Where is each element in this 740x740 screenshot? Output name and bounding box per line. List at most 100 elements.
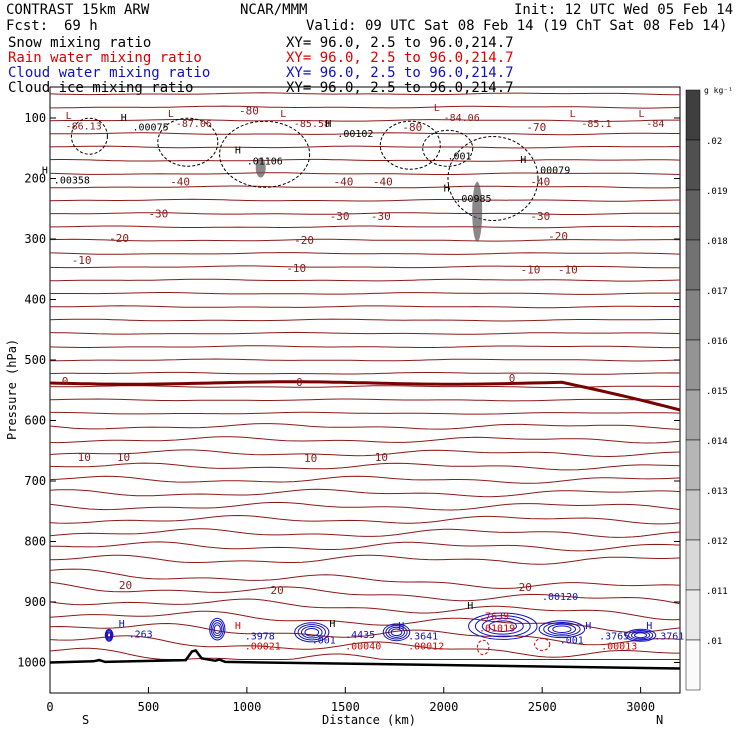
south-endpoint: S [82, 713, 89, 727]
extremum-label: L [280, 109, 286, 120]
colorbar-tick-label: .018 [706, 237, 728, 247]
isotherm-line [49, 568, 681, 589]
axes-layer: 0 500 1000 1500 2000 2500 30001002003004005006… [17, 111, 680, 714]
isotherm-line [49, 331, 681, 335]
cloud-water-contour [547, 623, 577, 635]
colorbar-tick-label: .02 [706, 137, 722, 147]
extremum-label: .00021 [245, 642, 281, 653]
extremum-label: .3641 [408, 631, 438, 642]
cloud-ice-max-shading [472, 181, 483, 242]
y-tick-label: 800 [24, 535, 46, 549]
hydrometeor-layer [70, 117, 657, 656]
colorbar-tick-label: .011 [706, 587, 728, 597]
isotherm-label: -10 [286, 262, 306, 275]
cloud-ice-max-shading [255, 157, 266, 178]
cloud-water-contour [468, 612, 538, 640]
extremum-label: .3761 [654, 631, 684, 642]
extremum-label: .7639 [479, 611, 509, 622]
extremum-label: .00079 [534, 165, 570, 176]
rain-water-contour [534, 637, 551, 651]
extremum-label: L [168, 109, 174, 120]
extremum-label: H [235, 146, 241, 157]
isotherm-label: -40 [170, 176, 190, 189]
cloud-water-contour [212, 622, 223, 637]
isotherm-line [49, 598, 681, 621]
extremum-label: .4435 [345, 630, 375, 641]
isotherm-line [49, 132, 680, 136]
y-tick-label: 200 [24, 172, 46, 186]
extremum-label: .00040 [345, 642, 381, 653]
isotherm-line [49, 345, 680, 349]
isotherm-line [49, 514, 681, 525]
isotherm-line [49, 185, 681, 189]
colorbar-tick-label: .019 [706, 187, 728, 197]
isotherm-line [49, 172, 681, 175]
field-cloudwater-label: Cloud water mixing ratio [8, 65, 210, 81]
y-tick-label: 600 [24, 414, 46, 428]
isotherm-line [49, 635, 680, 658]
field-rain-label: Rain water mixing ratio [8, 50, 202, 66]
y-tick-label: 400 [24, 293, 46, 307]
cloud-water-contour [105, 630, 113, 641]
forecast-label: Fcst: [6, 18, 48, 34]
cloud-water-contour [474, 615, 531, 638]
isotherm-line [49, 647, 680, 660]
rain-water-contour [476, 639, 490, 656]
extremum-label: H [42, 165, 48, 176]
colorbar-swatch [685, 139, 701, 191]
extremum-label: .00013 [601, 642, 637, 653]
extremum-label: .01019 [479, 623, 515, 634]
cloud-water-contour [213, 624, 221, 635]
field-rain-xy: XY= 96.0, 2.5 to 96.0,214.7 [286, 50, 514, 66]
cloud-water-contour [104, 628, 114, 642]
extremum-label: -86.13 [66, 121, 102, 132]
isotherm-line [49, 449, 681, 458]
y-tick-label: 100 [24, 111, 46, 125]
extremum-label: .00102 [337, 129, 373, 140]
isotherm-line [49, 145, 681, 149]
isotherm-label: -20 [294, 234, 314, 247]
isotherm-line [49, 252, 681, 255]
isotherm-label: -30 [330, 210, 350, 223]
isotherm-label: -20 [109, 232, 129, 245]
zero-isotherm-line [49, 380, 681, 412]
cloud-ice-contour [422, 129, 474, 167]
extremum-label: .00012 [408, 642, 444, 653]
colorbar-tick-label: .013 [706, 487, 728, 497]
colorbar-tick-label: .017 [706, 287, 728, 297]
cloud-water-contour [390, 628, 403, 637]
y-tick-label: 900 [24, 595, 46, 609]
extremum-label: H [467, 601, 473, 612]
isotherm-label: -10 [521, 263, 541, 276]
isotherm-line [49, 265, 681, 269]
colorbar-swatch [685, 489, 701, 541]
isotherm-line [50, 225, 681, 229]
extremum-label: L [570, 109, 576, 120]
isotherm-line [49, 462, 681, 471]
isotherm-line [49, 528, 681, 538]
model-title: CONTRAST 15km ARW [6, 2, 150, 18]
north-endpoint: N [656, 713, 663, 727]
isotherm-label: -40 [530, 176, 550, 189]
isotherm-line [49, 581, 681, 605]
cloud-water-contour [210, 620, 224, 639]
field-cloudice-xy: XY= 96.0, 2.5 to 96.0,214.7 [286, 80, 514, 96]
extremum-label: H [329, 619, 335, 630]
isotherm-label: -10 [72, 254, 92, 267]
colorbar-tick-label: .016 [706, 337, 728, 347]
cloud-water-contour [294, 622, 330, 643]
extremum-label: -85.58 [294, 119, 330, 130]
isotherm-line [49, 475, 681, 484]
x-tick-label: 1500 [331, 700, 360, 714]
colorbar-swatch [685, 539, 701, 591]
cloud-ice-contour [447, 136, 539, 221]
extremum-label: .263 [129, 630, 153, 641]
extremum-label: H [520, 155, 526, 166]
extremum-label: L [434, 103, 440, 114]
colorbar-tick-label: .014 [706, 437, 728, 447]
x-tick-label: 1000 [233, 700, 262, 714]
x-axis-label: Distance (km) [322, 713, 416, 727]
isotherm-label: -80 [239, 105, 259, 118]
extremum-label: -84 [646, 119, 664, 130]
